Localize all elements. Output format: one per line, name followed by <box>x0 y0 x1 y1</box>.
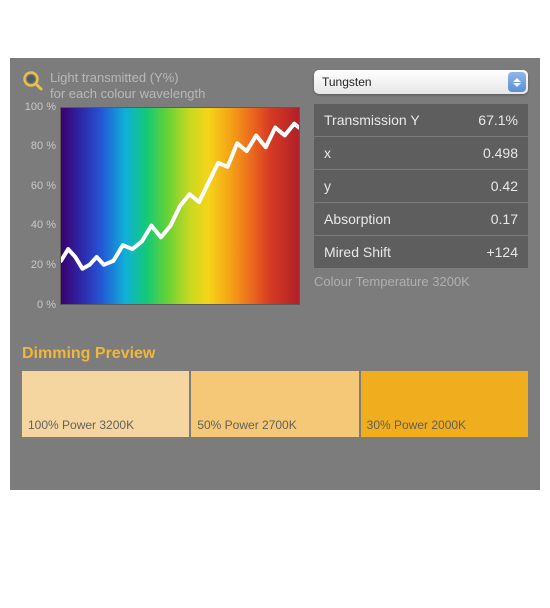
chart-title-row: Light transmitted (Y%) for each colour w… <box>22 70 300 103</box>
table-row-value: +124 <box>486 244 518 260</box>
chart-plot <box>60 107 300 305</box>
dimming-swatch: 50% Power 2700K <box>191 371 360 437</box>
y-tick-label: 20 % <box>31 259 56 271</box>
table-row-value: 0.17 <box>491 211 518 227</box>
data-section: Tungsten Transmission Y67.1%x0.498y0.42A… <box>314 70 528 317</box>
table-row-value: 0.498 <box>483 145 518 161</box>
table-row: Absorption0.17 <box>314 203 528 236</box>
table-row-label: Transmission Y <box>324 112 478 128</box>
y-axis: 100 %80 %60 %40 %20 %0 % <box>22 107 60 305</box>
dimming-swatch: 30% Power 2000K <box>361 371 528 437</box>
colour-data-table: Transmission Y67.1%x0.498y0.42Absorption… <box>314 104 528 268</box>
table-row: x0.498 <box>314 137 528 170</box>
top-row: Light transmitted (Y%) for each colour w… <box>22 70 528 317</box>
table-row: Transmission Y67.1% <box>314 104 528 137</box>
swatch-label: 30% Power 2000K <box>367 418 466 432</box>
table-row: y0.42 <box>314 170 528 203</box>
dimming-swatches: 100% Power 3200K 50% Power 2700K 30% Power… <box>22 371 528 437</box>
chart-title: Light transmitted (Y%) for each colour w… <box>50 70 205 103</box>
light-source-select[interactable]: Tungsten <box>314 70 528 94</box>
zoom-icon[interactable] <box>22 70 44 92</box>
transmission-chart: 100 %80 %60 %40 %20 %0 % <box>22 107 300 317</box>
chart-title-line2: for each colour wavelength <box>50 86 205 101</box>
table-row-value: 0.42 <box>491 178 518 194</box>
transmission-curve <box>61 108 299 304</box>
swatch-label: 50% Power 2700K <box>197 418 296 432</box>
swatch-label: 100% Power 3200K <box>28 418 134 432</box>
select-stepper-icon <box>508 72 526 92</box>
table-row-label: Absorption <box>324 211 491 227</box>
y-tick-label: 100 % <box>25 101 56 113</box>
select-value: Tungsten <box>322 75 508 89</box>
chart-title-line1: Light transmitted (Y%) <box>50 70 179 85</box>
table-row-label: x <box>324 145 483 161</box>
dimming-section: Dimming Preview 100% Power 3200K 50% Powe… <box>22 345 528 437</box>
y-tick-label: 40 % <box>31 219 56 231</box>
colour-temperature-note: Colour Temperature 3200K <box>314 274 528 289</box>
chart-section: Light transmitted (Y%) for each colour w… <box>22 70 300 317</box>
table-row-value: 67.1% <box>478 112 518 128</box>
dimming-swatch: 100% Power 3200K <box>22 371 191 437</box>
y-tick-label: 60 % <box>31 180 56 192</box>
filter-info-panel: Light transmitted (Y%) for each colour w… <box>10 58 540 490</box>
table-row-label: Mired Shift <box>324 244 486 260</box>
y-tick-label: 0 % <box>37 299 56 311</box>
dimming-title: Dimming Preview <box>22 345 528 363</box>
y-tick-label: 80 % <box>31 140 56 152</box>
table-row: Mired Shift+124 <box>314 236 528 268</box>
table-row-label: y <box>324 178 491 194</box>
